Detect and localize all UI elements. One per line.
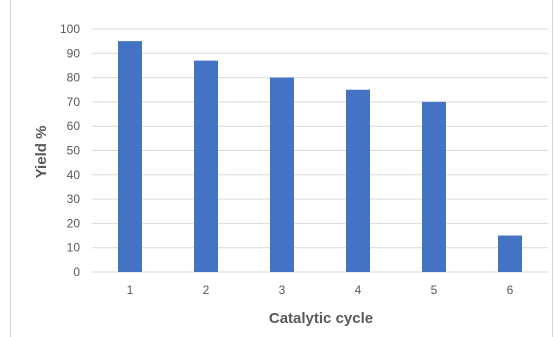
bar-cycle-6: [498, 235, 522, 272]
y-tick-label: 80: [67, 71, 81, 85]
bar-cycle-2: [194, 60, 218, 273]
y-tick-label: 70: [67, 95, 81, 109]
x-tick-label: 1: [127, 283, 134, 297]
x-tick-label: 2: [203, 283, 210, 297]
y-tick-label: 90: [67, 46, 81, 60]
x-tick-labels: 1 2 3 4 5 6: [127, 283, 514, 297]
chart-border-right: [552, 0, 553, 337]
y-tick-label: 60: [67, 119, 81, 133]
x-tick-label: 5: [431, 283, 438, 297]
y-tick-labels: 0 10 20 30 40 50 60 70 80 90 100: [60, 22, 80, 279]
x-axis-title: Catalytic cycle: [269, 310, 373, 327]
x-tick-label: 4: [355, 283, 362, 297]
y-axis-title: Yield %: [33, 126, 50, 179]
bar-cycle-1: [118, 41, 142, 273]
x-tick-label: 6: [507, 283, 514, 297]
y-tick-label: 100: [60, 22, 80, 36]
bar-cycle-4: [346, 89, 370, 272]
y-tick-label: 40: [67, 168, 81, 182]
y-tick-label: 50: [67, 144, 81, 158]
bar-cycle-3: [270, 77, 294, 272]
gridlines: [92, 28, 548, 273]
y-tick-label: 30: [67, 192, 81, 206]
y-tick-label: 20: [67, 216, 81, 230]
chart-border-left: [10, 0, 11, 337]
y-tick-label: 0: [73, 265, 80, 279]
bars: [118, 41, 522, 273]
y-tick-label: 10: [67, 241, 81, 255]
bar-cycle-5: [422, 101, 446, 273]
x-tick-label: 3: [279, 283, 286, 297]
